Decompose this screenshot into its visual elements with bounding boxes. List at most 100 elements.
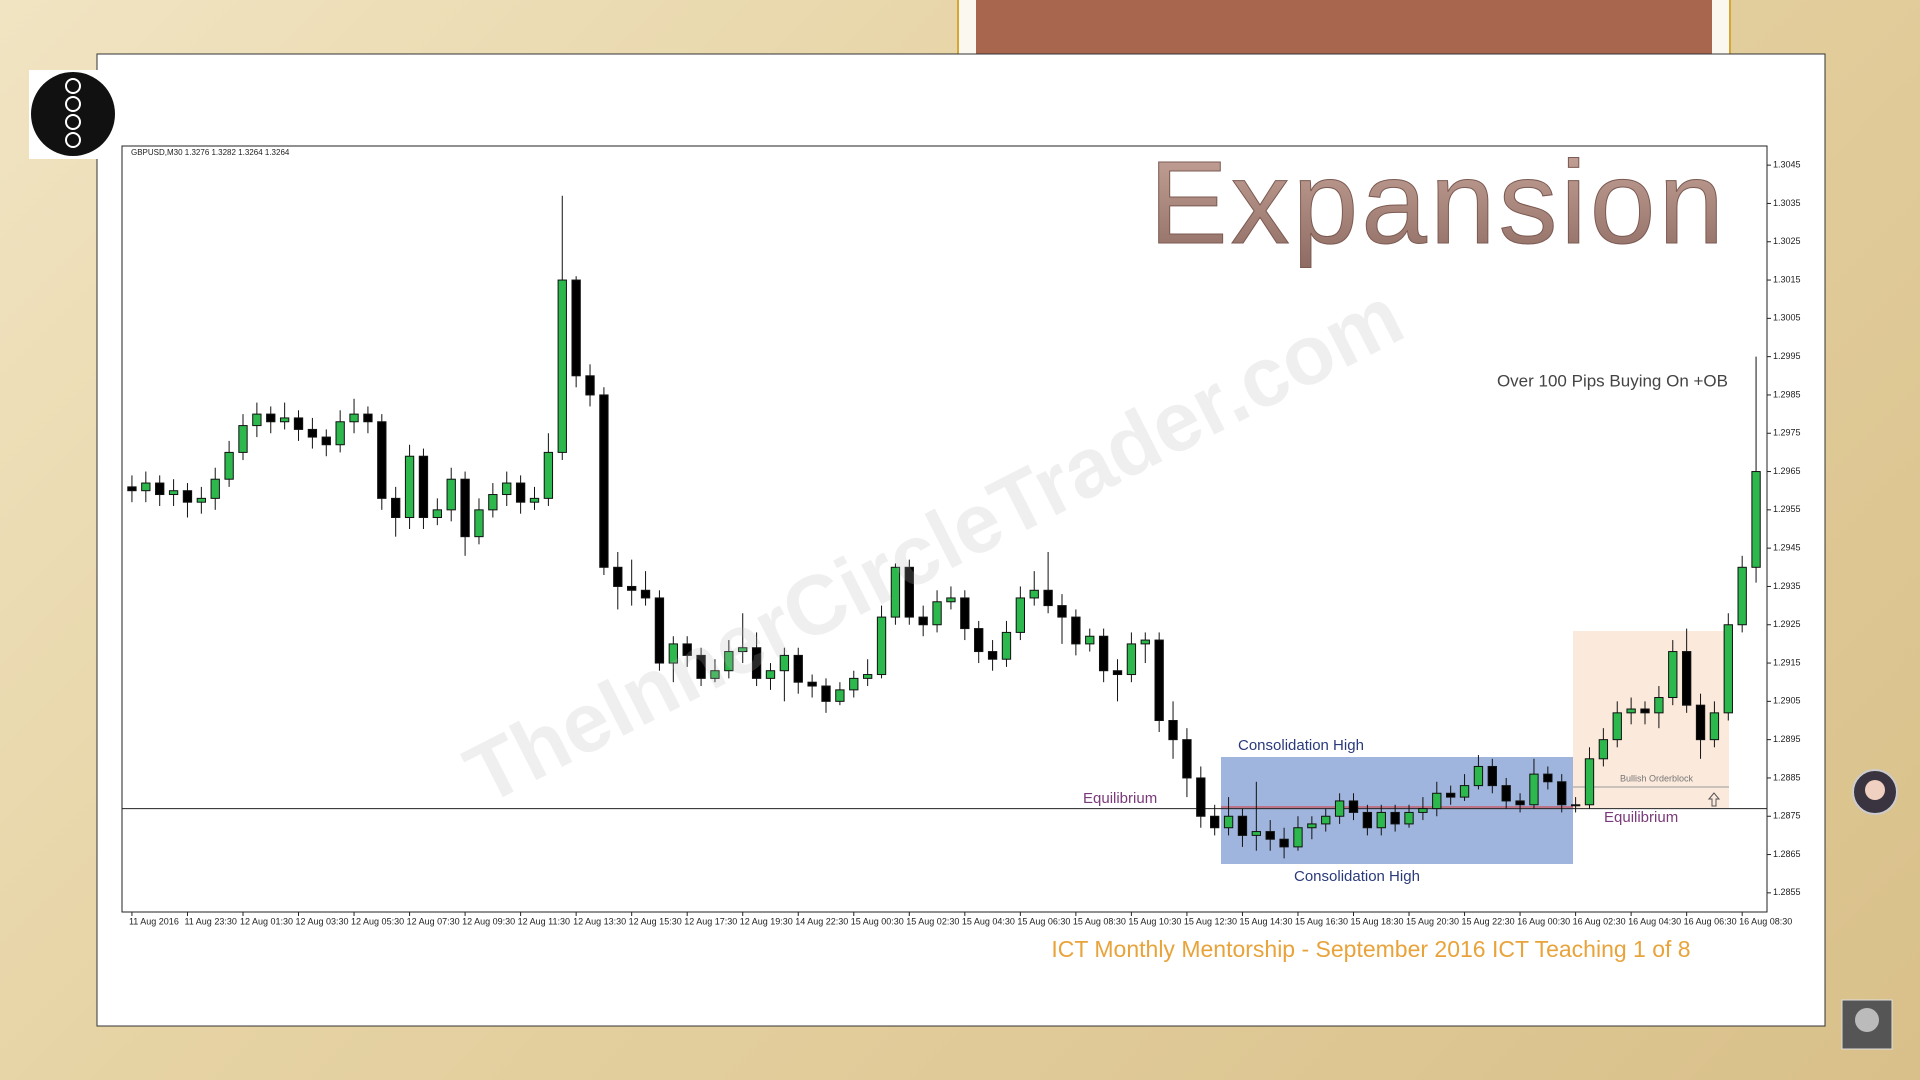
candle-body: [1376, 811, 1386, 829]
candle-body: [1612, 712, 1622, 741]
y-tick-label: 1.2855: [1773, 887, 1801, 897]
x-tick-label: 12 Aug 19:30: [740, 916, 793, 926]
x-tick-label: 11 Aug 23:30: [184, 916, 236, 926]
candle-body: [127, 486, 137, 492]
candle-body: [1668, 651, 1678, 699]
candle-body: [502, 482, 512, 496]
candle-body: [1737, 566, 1747, 626]
y-tick-label: 1.2865: [1773, 849, 1801, 859]
symbol-info: GBPUSD,M30 1.3276 1.3282 1.3264 1.3264: [131, 148, 290, 157]
candle-body: [1487, 765, 1497, 787]
candle-body: [793, 654, 803, 683]
candle-body: [724, 651, 734, 672]
candle-body: [460, 478, 470, 538]
candle-body: [1043, 589, 1053, 607]
candle-body: [807, 681, 817, 687]
y-tick-label: 1.2925: [1773, 619, 1801, 629]
consolidation-label: Consolidation High: [1238, 737, 1364, 754]
x-tick-label: 15 Aug 14:30: [1239, 916, 1292, 926]
candle-body: [1626, 708, 1636, 714]
candle-body: [1293, 827, 1303, 848]
y-tick-label: 1.2965: [1773, 466, 1801, 476]
candle-body: [1640, 708, 1650, 714]
candle-body: [196, 497, 207, 503]
candle-body: [404, 455, 415, 519]
avatar-face: [1865, 780, 1885, 800]
x-tick-label: 12 Aug 17:30: [684, 916, 737, 926]
arrow: [1707, 792, 1721, 807]
candle-body: [696, 654, 706, 679]
candle-body: [585, 375, 595, 396]
candle-body: [224, 451, 234, 480]
candle-body: [1529, 773, 1539, 806]
candle-body: [668, 643, 678, 664]
candle-body: [960, 597, 970, 630]
candle-body: [1709, 712, 1720, 741]
candle-body: [418, 455, 429, 519]
y-tick-label: 1.2945: [1773, 543, 1801, 553]
candle-body: [1473, 765, 1484, 787]
candle-body: [1695, 704, 1706, 741]
candle-body: [252, 413, 262, 427]
candle-body: [1348, 800, 1359, 813]
chart-marks: 1.2855 1.2865 1.2875 1.2885 1.2895 1.2905 1.29…: [122, 160, 1801, 926]
y-tick-label: 1.3045: [1773, 160, 1801, 170]
x-tick-label: 15 Aug 22:30: [1462, 916, 1515, 926]
x-tick-label: 16 Aug 02:30: [1573, 916, 1626, 926]
x-tick-label: 12 Aug 01:30: [240, 916, 293, 926]
candle-body: [1598, 739, 1609, 760]
candle-body: [1112, 670, 1123, 676]
candle-body: [835, 689, 845, 702]
candle-body: [904, 566, 914, 618]
y-tick-label: 1.2975: [1773, 428, 1801, 438]
candle-body: [890, 566, 901, 618]
candle-body: [307, 428, 318, 438]
candle-body: [1154, 639, 1164, 722]
candle-body: [849, 677, 859, 691]
y-tick-label: 1.3035: [1773, 198, 1801, 208]
candle-body: [1071, 616, 1081, 645]
candle-body: [1237, 815, 1248, 836]
candle-body: [627, 585, 637, 591]
x-tick-label: 12 Aug 07:30: [407, 916, 460, 926]
candle-body: [1570, 804, 1581, 807]
candle-body: [1390, 811, 1400, 825]
y-tick-label: 1.2915: [1773, 657, 1801, 667]
y-tick-label: 1.2905: [1773, 696, 1801, 706]
x-tick-label: 16 Aug 06:30: [1684, 916, 1737, 926]
thumbnail-figure: [1855, 1008, 1879, 1032]
candle-body: [182, 490, 193, 503]
candle-body: [779, 654, 790, 672]
candle-body: [1126, 643, 1137, 676]
candle-body: [155, 482, 165, 496]
candle-body: [1654, 697, 1664, 714]
candle-body: [1182, 739, 1192, 779]
candle-body: [238, 425, 248, 453]
candle-body: [1584, 758, 1595, 806]
y-tick-label: 1.3005: [1773, 313, 1801, 323]
candle-body: [1196, 777, 1206, 817]
candle-body: [266, 413, 276, 423]
candle-body: [1432, 792, 1442, 810]
x-tick-label: 12 Aug 11:30: [518, 916, 570, 926]
x-tick-label: 12 Aug 15:30: [629, 916, 682, 926]
candle-body: [932, 601, 942, 626]
candle-body: [1057, 605, 1067, 618]
x-tick-label: 12 Aug 03:30: [296, 916, 349, 926]
candle-body: [543, 451, 554, 499]
candle-body: [279, 417, 290, 423]
logo-detail: [65, 132, 81, 148]
equilibrium-label: Equilibrium: [1604, 809, 1678, 826]
candle-body: [974, 628, 984, 653]
candle-body: [1404, 811, 1414, 825]
candle-body: [391, 497, 401, 519]
candle-body: [571, 279, 581, 377]
candle-body: [488, 494, 498, 511]
candle-body: [682, 643, 692, 656]
y-tick-label: 1.2935: [1773, 581, 1801, 591]
candle-body: [1098, 635, 1109, 672]
candle-body: [1279, 838, 1289, 848]
candle-body: [1362, 811, 1373, 829]
candle-body: [141, 482, 151, 492]
